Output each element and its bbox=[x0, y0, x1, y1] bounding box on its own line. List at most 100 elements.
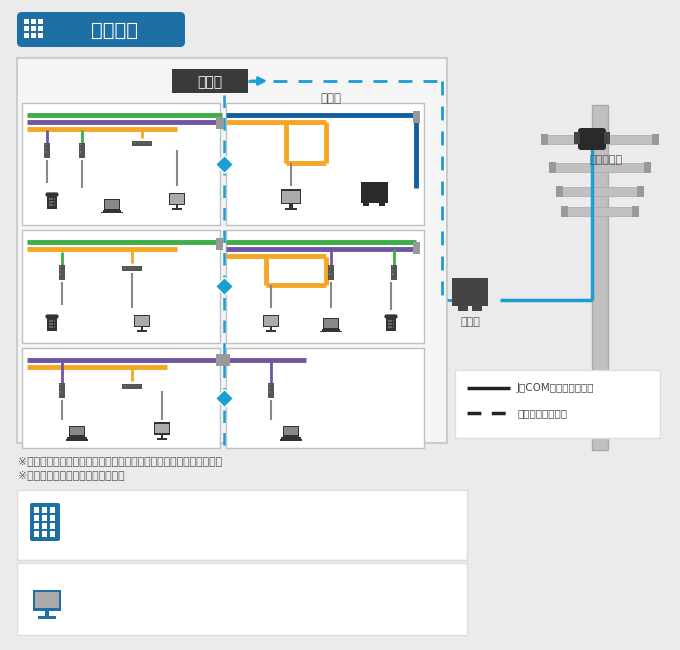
Bar bbox=[137, 266, 139, 269]
Bar bbox=[329, 270, 330, 271]
Bar bbox=[80, 151, 82, 153]
Bar bbox=[45, 610, 49, 616]
Bar bbox=[143, 142, 145, 144]
Bar bbox=[604, 132, 610, 144]
Bar bbox=[472, 306, 482, 311]
FancyBboxPatch shape bbox=[384, 315, 398, 318]
Bar bbox=[38, 26, 43, 31]
Bar bbox=[290, 204, 292, 208]
Bar bbox=[22, 103, 220, 225]
Bar bbox=[392, 266, 394, 267]
Bar bbox=[70, 427, 84, 436]
Bar bbox=[49, 320, 50, 322]
Bar bbox=[31, 19, 36, 24]
Bar bbox=[50, 507, 55, 513]
Bar bbox=[52, 204, 53, 205]
Bar bbox=[80, 144, 82, 146]
Bar bbox=[320, 332, 341, 333]
Bar bbox=[172, 69, 248, 93]
Text: ※責任分岐点は保安器となります。: ※責任分岐点は保安器となります。 bbox=[18, 470, 124, 480]
Bar bbox=[54, 320, 55, 322]
Bar bbox=[284, 427, 298, 436]
Bar bbox=[545, 135, 655, 144]
Bar bbox=[54, 323, 55, 324]
Bar bbox=[132, 140, 152, 146]
Bar bbox=[134, 315, 150, 327]
Bar bbox=[49, 204, 50, 205]
Bar bbox=[47, 317, 57, 332]
Bar bbox=[269, 387, 271, 389]
Bar bbox=[24, 26, 29, 31]
Bar bbox=[574, 132, 580, 144]
Bar bbox=[42, 531, 47, 537]
Bar bbox=[263, 315, 279, 327]
Bar bbox=[565, 207, 635, 216]
Bar bbox=[54, 204, 55, 205]
Bar bbox=[270, 327, 272, 330]
Bar bbox=[139, 142, 140, 144]
Bar bbox=[34, 531, 39, 537]
Bar bbox=[135, 142, 136, 144]
Bar bbox=[160, 435, 163, 438]
Bar bbox=[175, 205, 178, 208]
Bar bbox=[34, 507, 39, 513]
Bar bbox=[226, 348, 424, 448]
Bar bbox=[124, 266, 126, 269]
Bar bbox=[216, 238, 222, 250]
Bar bbox=[141, 327, 143, 330]
Bar bbox=[226, 230, 424, 343]
Bar bbox=[52, 198, 53, 200]
Bar bbox=[34, 523, 39, 529]
Bar bbox=[393, 326, 394, 328]
Bar bbox=[52, 323, 53, 324]
Bar bbox=[105, 200, 119, 209]
Bar bbox=[66, 439, 88, 441]
Bar bbox=[137, 330, 147, 332]
Bar bbox=[69, 426, 86, 437]
Bar bbox=[155, 424, 169, 434]
Bar bbox=[556, 186, 563, 197]
Bar bbox=[104, 199, 120, 210]
Bar bbox=[52, 326, 53, 328]
Bar bbox=[323, 318, 339, 329]
Bar bbox=[122, 266, 142, 271]
Text: 集合住宅: 集合住宅 bbox=[92, 21, 139, 40]
Bar bbox=[34, 515, 39, 521]
Text: ※既設の棟内配線の種類により共聴工事ができない場合もあります。: ※既設の棟内配線の種類により共聴工事ができない場合もあります。 bbox=[18, 456, 222, 466]
Bar bbox=[49, 326, 50, 328]
Bar bbox=[49, 198, 50, 200]
Text: 既設配線利用部分: 既設配線利用部分 bbox=[517, 408, 567, 418]
Bar bbox=[42, 523, 47, 529]
Text: 保安器: 保安器 bbox=[460, 317, 480, 327]
Bar bbox=[282, 437, 301, 439]
Bar bbox=[172, 208, 182, 209]
Bar bbox=[17, 58, 447, 443]
Bar bbox=[35, 592, 59, 608]
Bar bbox=[269, 384, 271, 385]
Bar bbox=[324, 319, 338, 328]
Bar bbox=[22, 230, 220, 343]
Bar bbox=[24, 19, 29, 24]
Bar bbox=[133, 266, 135, 269]
Bar bbox=[393, 320, 394, 322]
Bar bbox=[216, 354, 222, 366]
Bar bbox=[413, 111, 420, 124]
Bar bbox=[386, 317, 396, 332]
Bar bbox=[157, 438, 167, 439]
Bar bbox=[49, 323, 50, 324]
Bar bbox=[390, 320, 392, 322]
Bar bbox=[392, 270, 394, 271]
Bar bbox=[379, 203, 386, 206]
Bar bbox=[388, 323, 390, 324]
Bar bbox=[129, 266, 131, 269]
Bar bbox=[452, 278, 488, 306]
Bar bbox=[561, 206, 568, 217]
Bar bbox=[129, 385, 131, 387]
Bar bbox=[42, 515, 47, 521]
Bar bbox=[80, 142, 85, 158]
Text: 分配器: 分配器 bbox=[197, 75, 222, 89]
FancyBboxPatch shape bbox=[30, 503, 60, 541]
Bar bbox=[24, 33, 29, 38]
Bar bbox=[390, 323, 392, 324]
Bar bbox=[541, 134, 548, 145]
